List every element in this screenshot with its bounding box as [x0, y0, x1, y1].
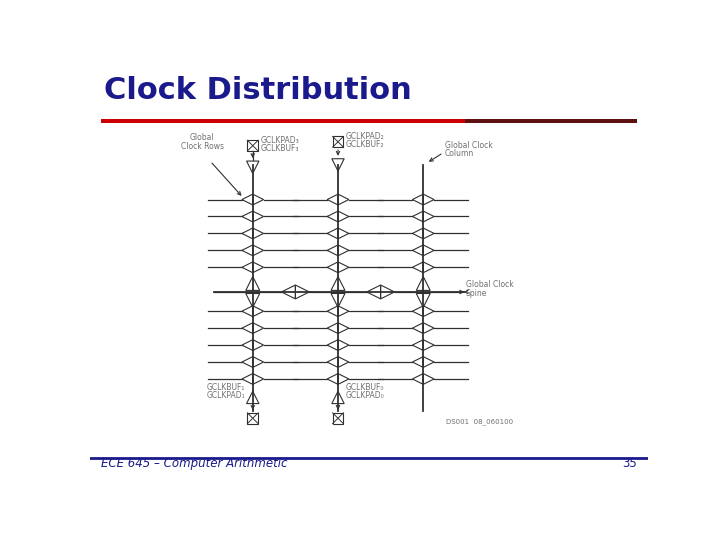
- Text: GCLKPAD₁: GCLKPAD₁: [207, 391, 245, 400]
- Text: ECE 645 – Computer Arithmetic: ECE 645 – Computer Arithmetic: [101, 457, 287, 470]
- Bar: [101, 119, 465, 123]
- Bar: [333, 137, 343, 147]
- Text: GCLKPAD₀: GCLKPAD₀: [346, 391, 384, 400]
- Text: Global Clock: Global Clock: [466, 280, 513, 289]
- Text: Clock Distribution: Clock Distribution: [104, 76, 412, 105]
- Text: GCLKBUF₃: GCLKBUF₃: [261, 144, 299, 153]
- Text: GCLKPAD₃: GCLKPAD₃: [261, 136, 300, 145]
- Text: GCLKBUF₁: GCLKBUF₁: [207, 383, 245, 391]
- Text: Global Clock: Global Clock: [445, 141, 492, 150]
- Bar: [465, 119, 637, 123]
- Text: DS001  08_060100: DS001 08_060100: [446, 418, 513, 424]
- Text: GCLKBUF₀: GCLKBUF₀: [346, 383, 384, 391]
- Text: Global: Global: [190, 133, 215, 143]
- Text: 35: 35: [622, 457, 637, 470]
- Text: Clock Rows: Clock Rows: [181, 142, 224, 151]
- Text: GCLKBUF₂: GCLKBUF₂: [346, 140, 384, 150]
- Bar: [248, 140, 258, 151]
- Text: Column: Column: [445, 150, 474, 158]
- Bar: [333, 413, 343, 423]
- Bar: [248, 413, 258, 423]
- Text: Spine: Spine: [466, 289, 487, 298]
- Text: GCLKPAD₂: GCLKPAD₂: [346, 132, 384, 141]
